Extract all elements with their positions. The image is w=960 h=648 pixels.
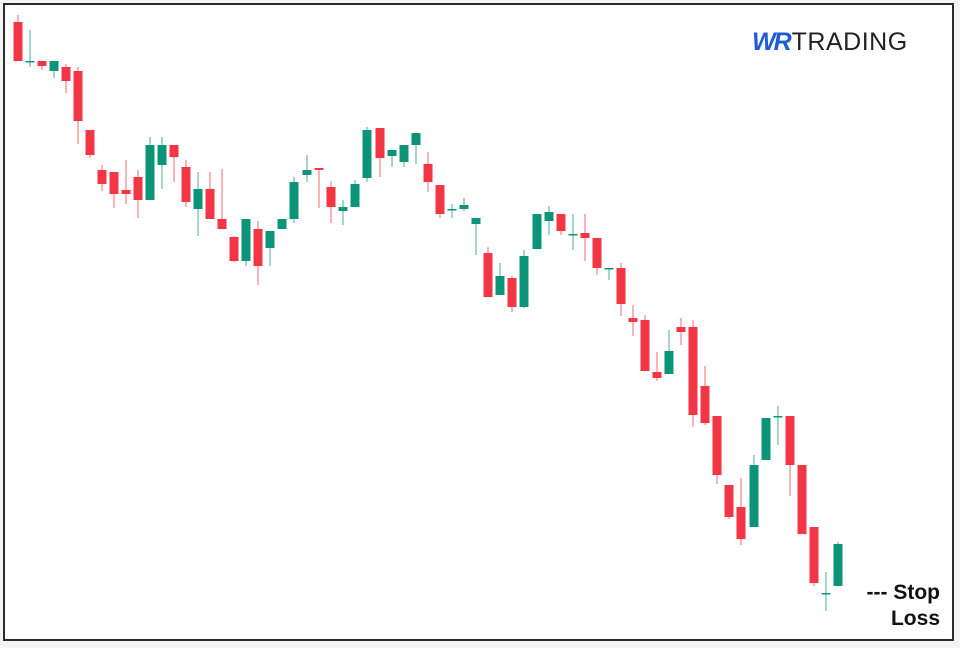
candle — [73, 67, 83, 144]
candle — [761, 418, 771, 460]
candle — [580, 214, 590, 261]
stop-loss-line1: --- Stop — [866, 581, 940, 604]
candle — [459, 198, 469, 211]
candle — [604, 268, 614, 280]
chart-frame — [3, 3, 954, 641]
candle — [616, 263, 626, 316]
candle — [314, 168, 324, 208]
candle — [375, 128, 385, 177]
candle — [507, 276, 517, 312]
candle — [169, 145, 179, 182]
candle — [544, 206, 554, 235]
candle — [532, 214, 542, 249]
candle — [773, 406, 783, 445]
brand-logo: WRTRADING — [752, 28, 908, 57]
candle — [25, 30, 35, 67]
candle — [399, 145, 409, 167]
candle — [277, 219, 287, 229]
candle — [483, 247, 493, 297]
candle — [181, 160, 191, 207]
candle — [85, 130, 95, 158]
candle — [49, 61, 59, 78]
candle — [556, 214, 566, 235]
candle — [821, 572, 831, 611]
candle — [785, 416, 795, 496]
candle — [447, 204, 457, 218]
candle — [109, 172, 119, 208]
candle — [700, 366, 710, 425]
candle — [519, 250, 529, 308]
candle — [217, 169, 227, 229]
candle — [712, 416, 722, 484]
candle — [350, 180, 360, 207]
candle — [362, 127, 372, 182]
candle — [37, 61, 47, 70]
candle — [193, 172, 203, 236]
candle — [676, 318, 686, 345]
candle — [289, 177, 299, 223]
candle — [435, 185, 445, 218]
candle — [592, 238, 602, 275]
candle — [145, 137, 155, 200]
candle — [241, 219, 251, 266]
candle — [568, 214, 578, 250]
candle — [326, 181, 336, 223]
candle — [423, 152, 433, 192]
candle — [724, 485, 734, 519]
candle — [13, 15, 23, 61]
candle — [652, 352, 662, 381]
candle — [302, 155, 312, 182]
candle — [229, 236, 239, 262]
candle — [205, 172, 215, 219]
candle — [121, 160, 131, 204]
stop-loss-annotation: --- Stop Loss — [850, 580, 940, 632]
candle — [253, 221, 263, 285]
stop-loss-line2: Loss — [890, 607, 940, 630]
candle — [628, 305, 638, 336]
candle — [495, 263, 505, 295]
candle — [61, 64, 71, 93]
candle — [688, 320, 698, 427]
logo-mark: WR — [752, 28, 792, 56]
logo-wordmark: TRADING — [791, 28, 908, 56]
candle — [133, 170, 143, 218]
candle — [833, 542, 843, 586]
candle — [809, 527, 819, 586]
candle — [749, 455, 759, 527]
candle — [471, 218, 481, 255]
candle — [338, 200, 348, 225]
candle — [387, 150, 397, 167]
candle — [97, 165, 107, 191]
candle — [797, 465, 807, 534]
candle — [640, 315, 650, 371]
candle — [736, 478, 746, 545]
candle — [265, 231, 275, 266]
candle — [411, 133, 421, 164]
candle — [157, 137, 167, 189]
candle — [664, 330, 674, 374]
